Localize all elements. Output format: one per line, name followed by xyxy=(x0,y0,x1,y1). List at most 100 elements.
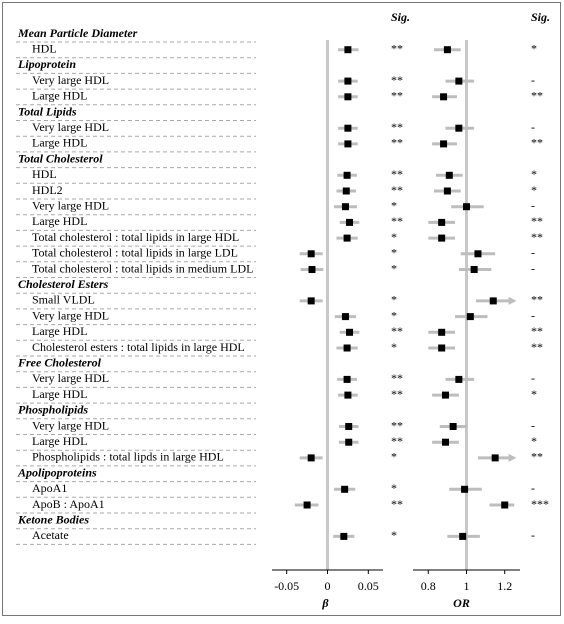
point xyxy=(344,46,352,54)
point xyxy=(491,454,499,462)
sig-label: ** xyxy=(531,136,543,150)
sig-label: ** xyxy=(391,136,403,150)
sig-label: ** xyxy=(391,418,403,432)
point xyxy=(455,77,463,85)
row-label: HDL2 xyxy=(32,183,63,197)
x-tick-label: -0.05 xyxy=(274,579,299,593)
point xyxy=(459,532,467,540)
sig-label: ** xyxy=(391,120,403,134)
row-label: Total cholesterol : total lipids in medi… xyxy=(32,261,253,275)
group-label: Apolipoproteins xyxy=(17,465,97,479)
group-label: Total Lipids xyxy=(18,104,77,118)
point xyxy=(343,344,351,352)
sig-label: * xyxy=(391,450,397,464)
point xyxy=(445,171,453,179)
sig-label: * xyxy=(391,528,397,542)
point xyxy=(343,171,351,179)
row-label: Total cholesterol : total lipids in larg… xyxy=(32,230,239,244)
row-label: Acetate xyxy=(32,528,69,542)
point xyxy=(341,203,349,211)
x-tick-label: 1 xyxy=(464,579,470,593)
sig-label: ** xyxy=(531,324,543,338)
point xyxy=(489,297,497,305)
group-label: Free Cholesterol xyxy=(17,355,102,369)
point xyxy=(303,501,311,509)
sig-label: - xyxy=(531,481,535,495)
point xyxy=(438,344,446,352)
sig-label: - xyxy=(531,261,535,275)
point xyxy=(443,187,451,195)
sig-label: ** xyxy=(391,324,403,338)
group-label: Cholesterol Esters xyxy=(18,277,109,291)
point xyxy=(441,438,449,446)
group-label: Ketone Bodies xyxy=(17,512,89,526)
row-label: Large HDL xyxy=(32,136,87,150)
point xyxy=(308,266,316,273)
sig-label: * xyxy=(531,167,537,181)
point xyxy=(440,140,448,148)
sig-label: ** xyxy=(531,340,543,354)
sig-label: * xyxy=(531,41,537,55)
sig-label: ** xyxy=(531,230,543,244)
point xyxy=(345,423,353,430)
sig-label: ** xyxy=(391,497,403,511)
point xyxy=(344,93,352,101)
point xyxy=(449,423,457,430)
point xyxy=(470,266,478,273)
point xyxy=(343,375,351,383)
row-label: Very large HDL xyxy=(32,418,109,432)
sig-label: - xyxy=(531,120,535,134)
sig-label: * xyxy=(531,434,537,448)
point xyxy=(443,46,451,54)
point xyxy=(340,532,348,540)
x-tick-label: 0 xyxy=(325,579,331,593)
sig-label: ** xyxy=(391,73,403,87)
row-label: Large HDL xyxy=(32,387,87,401)
row-label: ApoB : ApoA1 xyxy=(32,497,105,511)
sig-label: ** xyxy=(531,450,543,464)
row-label: HDL xyxy=(32,167,57,181)
point xyxy=(307,297,315,305)
point xyxy=(343,234,351,242)
row-label: Very large HDL xyxy=(32,120,109,134)
point xyxy=(455,124,463,132)
point xyxy=(438,234,446,242)
sig-label: * xyxy=(391,261,397,275)
x-axis-label: OR xyxy=(453,596,470,610)
group-label: Lipoprotein xyxy=(17,57,76,71)
point xyxy=(344,77,352,85)
sig-label: * xyxy=(391,340,397,354)
sig-label: ** xyxy=(531,214,543,228)
x-tick-label: 0.8 xyxy=(421,579,436,593)
row-label: Very large HDL xyxy=(32,73,109,87)
sig-label: - xyxy=(531,73,535,87)
sig-label: * xyxy=(391,198,397,212)
point xyxy=(346,218,354,226)
sig-label: ** xyxy=(391,183,403,197)
sig-label: * xyxy=(391,230,397,244)
sig-label: * xyxy=(391,308,397,322)
sig-label: - xyxy=(531,246,535,260)
row-label: Phospholipids : total lipds in large HDL xyxy=(32,450,224,464)
sig-label: - xyxy=(531,371,535,385)
row-label: Large HDL xyxy=(32,324,87,338)
sig-label: ** xyxy=(391,214,403,228)
row-label: Very large HDL xyxy=(32,371,109,385)
point xyxy=(474,250,482,258)
sig-label: ** xyxy=(391,387,403,401)
sig-label: ** xyxy=(391,167,403,181)
point xyxy=(307,454,315,462)
ci-arrow xyxy=(508,296,517,305)
point xyxy=(438,328,446,336)
x-tick-label: 1.2 xyxy=(497,579,512,593)
sig-header: Sig. xyxy=(391,10,410,24)
row-label: Total cholesterol : total lipids in larg… xyxy=(32,246,238,260)
sig-label: - xyxy=(531,418,535,432)
sig-label: * xyxy=(391,293,397,307)
point xyxy=(466,313,474,321)
row-label: Very large HDL xyxy=(32,198,109,212)
point xyxy=(344,124,352,132)
point xyxy=(461,485,469,493)
